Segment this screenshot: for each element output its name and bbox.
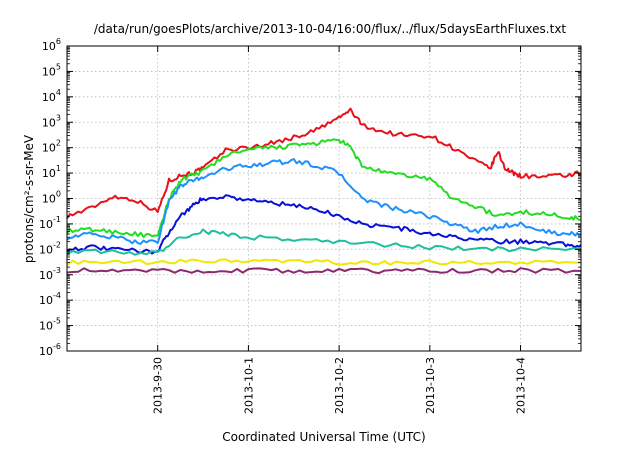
x-tick-label: 2013-9-30 <box>152 357 165 414</box>
y-axis-label: protons/cm²-s-sr-MeV <box>22 134 36 263</box>
series-line-7 <box>66 267 582 275</box>
y-tick-label: 10-6 <box>39 342 61 358</box>
series-line-4 <box>66 194 582 255</box>
x-axis-label: Coordinated Universal Time (UTC) <box>222 430 425 444</box>
x-tick-label: 2013-10-2 <box>333 357 346 414</box>
y-axis: 10-6 10-5 10-4 10-3 10-2 10-1 100 101 102 103 104 1… <box>39 37 581 358</box>
y-tick-label: 100 <box>42 190 61 206</box>
grid-layer <box>67 46 581 351</box>
y-tick-label: 103 <box>42 113 61 129</box>
series-line-5 <box>66 228 582 256</box>
chart-title: /data/run/goesPlots/archive/2013-10-04/1… <box>94 22 567 36</box>
y-tick-label: 102 <box>42 139 61 155</box>
series-line-1 <box>66 107 582 220</box>
y-tick-label: 10-1 <box>39 215 61 231</box>
series-line-6 <box>66 258 581 266</box>
y-tick-label: 105 <box>42 62 61 78</box>
y-tick-label: 104 <box>42 88 61 104</box>
y-tick-label: 10-5 <box>39 317 61 333</box>
series-layer <box>66 107 582 275</box>
x-axis: 2013-9-30 2013-10-1 2013-10-2 2013-10-3 2013… <box>152 46 528 414</box>
series-line-3 <box>66 158 582 245</box>
x-tick-label: 2013-10-4 <box>515 357 528 414</box>
y-tick-label: 10-2 <box>39 240 61 256</box>
y-tick-label: 10-3 <box>39 266 61 282</box>
x-tick-label: 2013-10-3 <box>424 357 437 414</box>
y-tick-label: 10-4 <box>39 291 61 307</box>
series-line-2 <box>66 138 582 239</box>
y-tick-label: 101 <box>42 164 61 180</box>
y-tick-label: 106 <box>42 37 61 53</box>
x-tick-label: 2013-10-1 <box>242 357 255 414</box>
